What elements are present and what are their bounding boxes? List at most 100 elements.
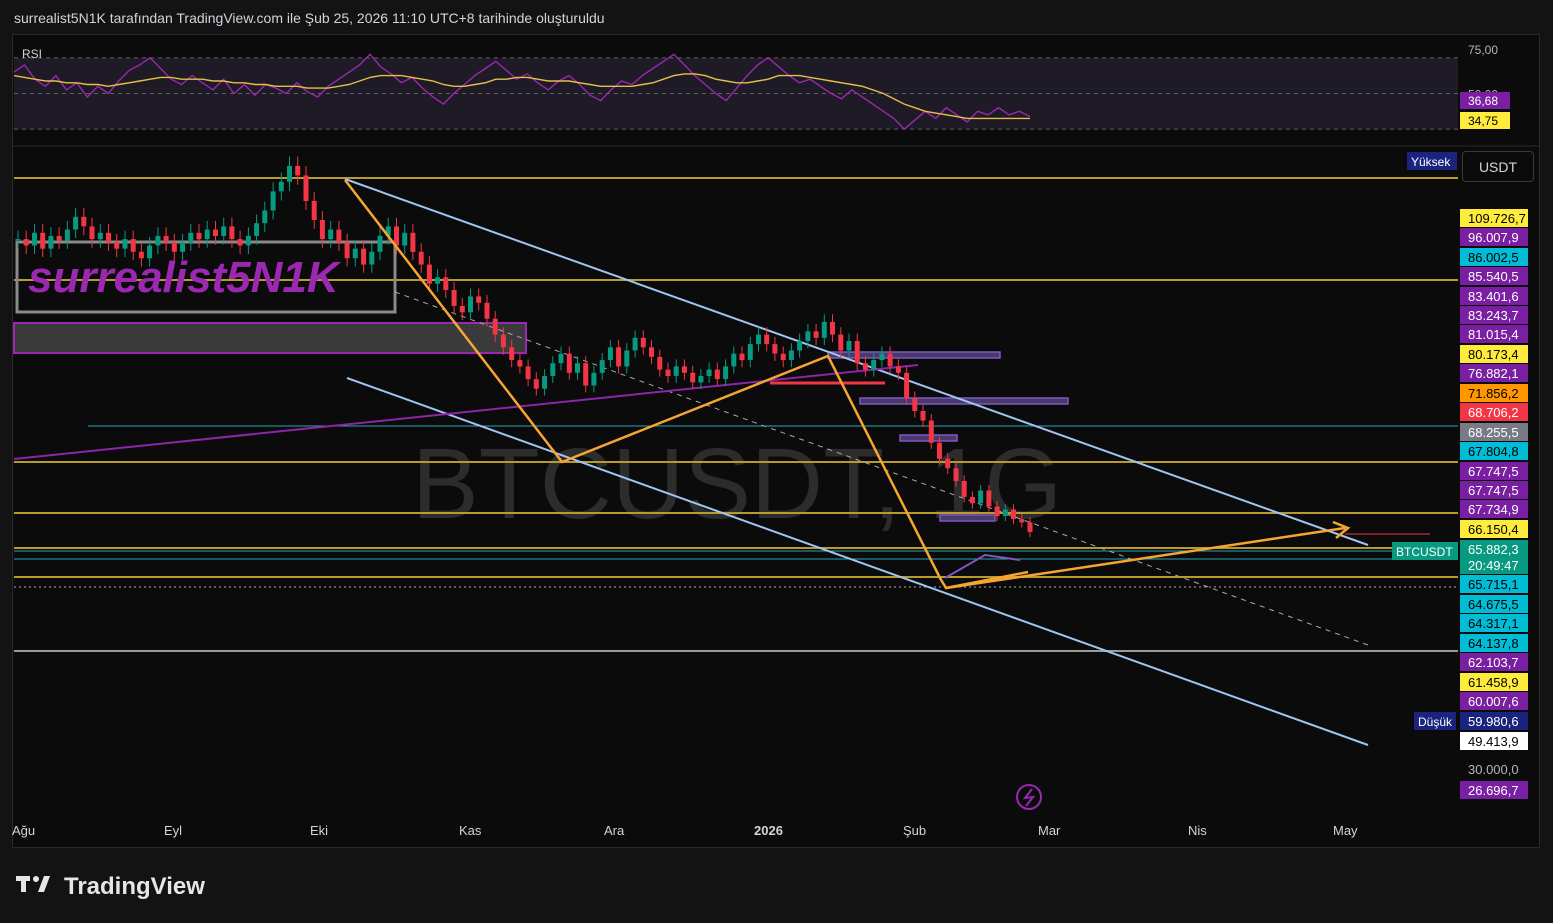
candle-body-74 — [624, 350, 630, 367]
candle-body-24 — [213, 229, 218, 236]
candle-body-96 — [805, 331, 811, 341]
candle-body-92 — [772, 344, 778, 354]
tradingview-brand[interactable]: TradingView — [16, 872, 205, 902]
candle-body-30 — [262, 210, 268, 224]
candle-body-50 — [426, 264, 432, 284]
candle-body-14 — [130, 239, 136, 252]
price-tag-label-8: 76.882,1 — [1468, 366, 1519, 381]
candle-body-15 — [138, 251, 144, 259]
rsi-series-1 — [13, 73, 1030, 120]
price-tag-12 — [1460, 442, 1528, 460]
price-tag-4 — [1460, 287, 1528, 305]
candle-body-47 — [402, 232, 408, 246]
candle-body-18 — [163, 235, 169, 243]
candle-body-95 — [797, 341, 803, 351]
side-tag-label-2: BTCUSDT — [1396, 545, 1453, 559]
candle-body-41 — [352, 248, 358, 259]
candle-body-3 — [40, 232, 46, 249]
candle-body-66 — [558, 353, 564, 364]
price-tag-25 — [1460, 692, 1528, 710]
price-tag-label-25: 60.007,6 — [1468, 694, 1519, 709]
candle-body-31 — [270, 191, 276, 211]
price-tag-16 — [1460, 520, 1528, 538]
candle-body-29 — [254, 223, 260, 236]
price-tag-label-12: 67.804,8 — [1468, 444, 1519, 459]
purple-wedge — [944, 553, 1021, 579]
side-tag-2 — [1392, 542, 1458, 560]
channel-mid — [394, 291, 1369, 646]
price-tag-label-14: 67.747,5 — [1468, 483, 1519, 498]
candle-body-109 — [912, 398, 918, 411]
price-tag-label-0: 109.726,7 — [1468, 211, 1526, 226]
price-tag-label-21: 64.317,1 — [1468, 616, 1519, 631]
candle-body-99 — [830, 321, 835, 335]
candle-body-62 — [525, 366, 531, 380]
price-tag-6 — [1460, 325, 1528, 343]
candle-body-115 — [961, 481, 967, 497]
candle-body-75 — [632, 337, 638, 351]
candle-body-33 — [287, 165, 292, 182]
candle-body-104 — [871, 360, 877, 370]
side-tag-1 — [1414, 712, 1456, 730]
price-tag-22 — [1460, 634, 1528, 652]
candle-body-94 — [788, 350, 794, 360]
signature-box — [15, 240, 397, 314]
lightning-icon[interactable] — [1016, 784, 1042, 810]
candle-body-21 — [188, 232, 194, 243]
price-tag-label-28: 30.000,0 — [1468, 762, 1519, 777]
candle-body-35 — [303, 175, 309, 201]
price-tag-label-19: 65.715,1 — [1468, 577, 1519, 592]
price-tag-label-29: 26.696,7 — [1468, 783, 1519, 798]
candle-body-77 — [649, 347, 654, 357]
candle-body-58 — [492, 318, 498, 335]
candle-body-51 — [435, 277, 441, 284]
candle-body-0 — [15, 239, 21, 241]
rsi-badge-label-1: 34,75 — [1468, 114, 1498, 128]
candle-body-38 — [328, 229, 334, 240]
candle-body-34 — [295, 165, 301, 176]
candle-body-112 — [937, 442, 942, 459]
candle-body-7 — [73, 216, 79, 230]
candle-body-63 — [533, 379, 539, 389]
candle-body-97 — [813, 331, 819, 338]
candle-body-1 — [23, 239, 29, 246]
candle-body-100 — [838, 334, 844, 351]
candle-body-4 — [48, 235, 54, 249]
tradingview-logo-icon — [16, 872, 56, 902]
candle-body-45 — [385, 226, 391, 236]
candle-body-54 — [459, 306, 465, 313]
side-tag-label-1: Düşük — [1418, 715, 1453, 729]
x-axis-label-0: Ağu — [12, 823, 35, 838]
price-tag-24 — [1460, 673, 1528, 691]
candle-body-36 — [311, 200, 317, 220]
candle-body-53 — [451, 290, 457, 306]
currency-button[interactable]: USDT — [1462, 151, 1534, 182]
candle-body-6 — [64, 229, 70, 241]
signature-text: surrealist5N1K — [28, 253, 342, 302]
candle-body-46 — [394, 226, 399, 246]
rsi-series-0 — [13, 53, 1031, 131]
candle-body-5 — [56, 235, 62, 241]
candle-body-110 — [920, 411, 926, 421]
candle-body-83 — [698, 376, 704, 383]
candle-body-32 — [278, 181, 284, 192]
order-block-2 — [899, 434, 958, 442]
candle-body-85 — [714, 369, 720, 380]
price-tag-10 — [1460, 403, 1528, 421]
candle-body-84 — [706, 369, 712, 376]
rsi-badge-0 — [1460, 92, 1510, 109]
price-tag-8 — [1460, 364, 1528, 382]
candle-body-113 — [945, 458, 951, 469]
price-tag-29 — [1460, 781, 1528, 799]
chart-frame[interactable] — [12, 34, 1540, 848]
price-tag-20 — [1460, 595, 1528, 613]
candle-body-37 — [319, 220, 325, 240]
candle-body-114 — [953, 468, 959, 481]
candle-body-106 — [887, 353, 893, 367]
candle-body-82 — [690, 372, 696, 383]
candle-body-48 — [410, 232, 416, 252]
price-tag-label-16: 66.150,4 — [1468, 522, 1519, 537]
rsi-tick-label-0: 75,00 — [1468, 43, 1498, 57]
candle-body-78 — [657, 356, 663, 370]
